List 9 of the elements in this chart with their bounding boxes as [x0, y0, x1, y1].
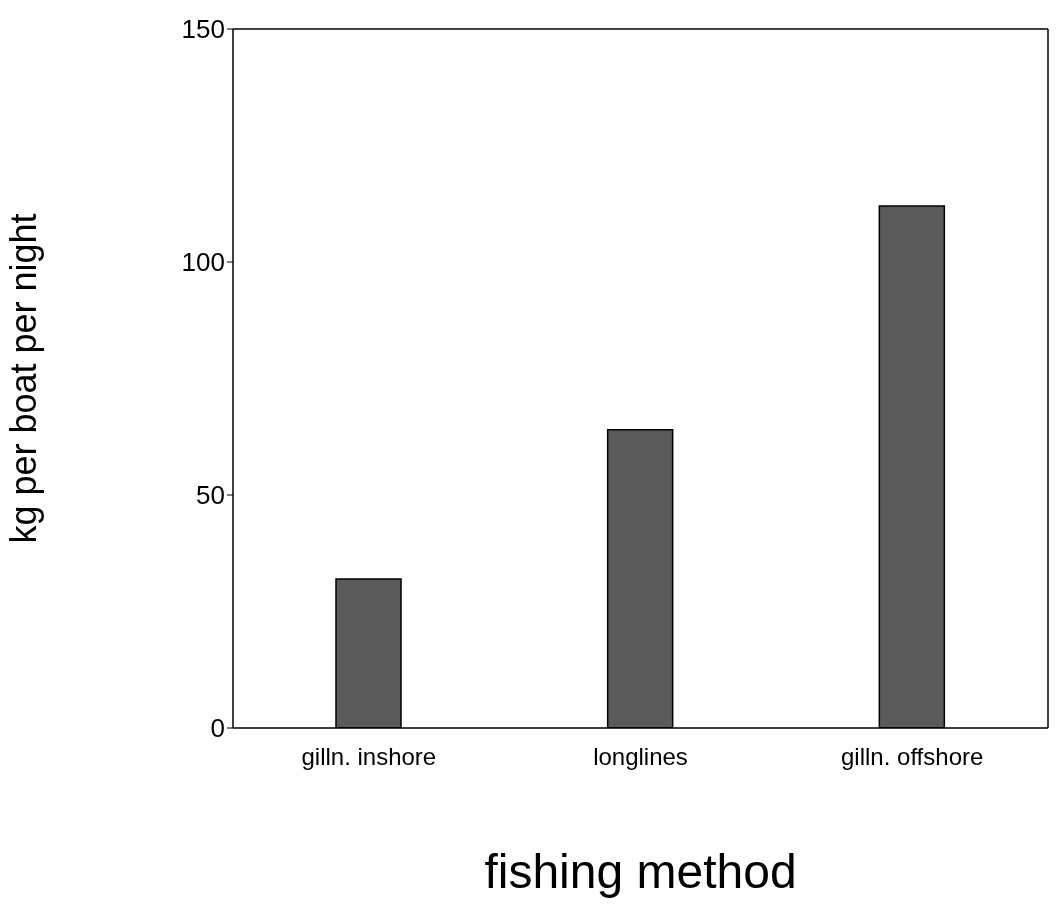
y-tick-label: 50 — [196, 480, 225, 511]
x-tick-label: gilln. inshore — [301, 743, 437, 771]
y-tick-label: 150 — [181, 14, 225, 45]
x-axis-title: fishing method — [484, 845, 797, 898]
y-tick-label: 0 — [210, 713, 225, 744]
y-axis-title: kg per boat per night — [2, 213, 44, 544]
x-tick-label: gilln. offshore — [841, 743, 984, 771]
x-tick-label: longlines — [593, 743, 688, 771]
y-tick-label: 100 — [181, 247, 225, 278]
